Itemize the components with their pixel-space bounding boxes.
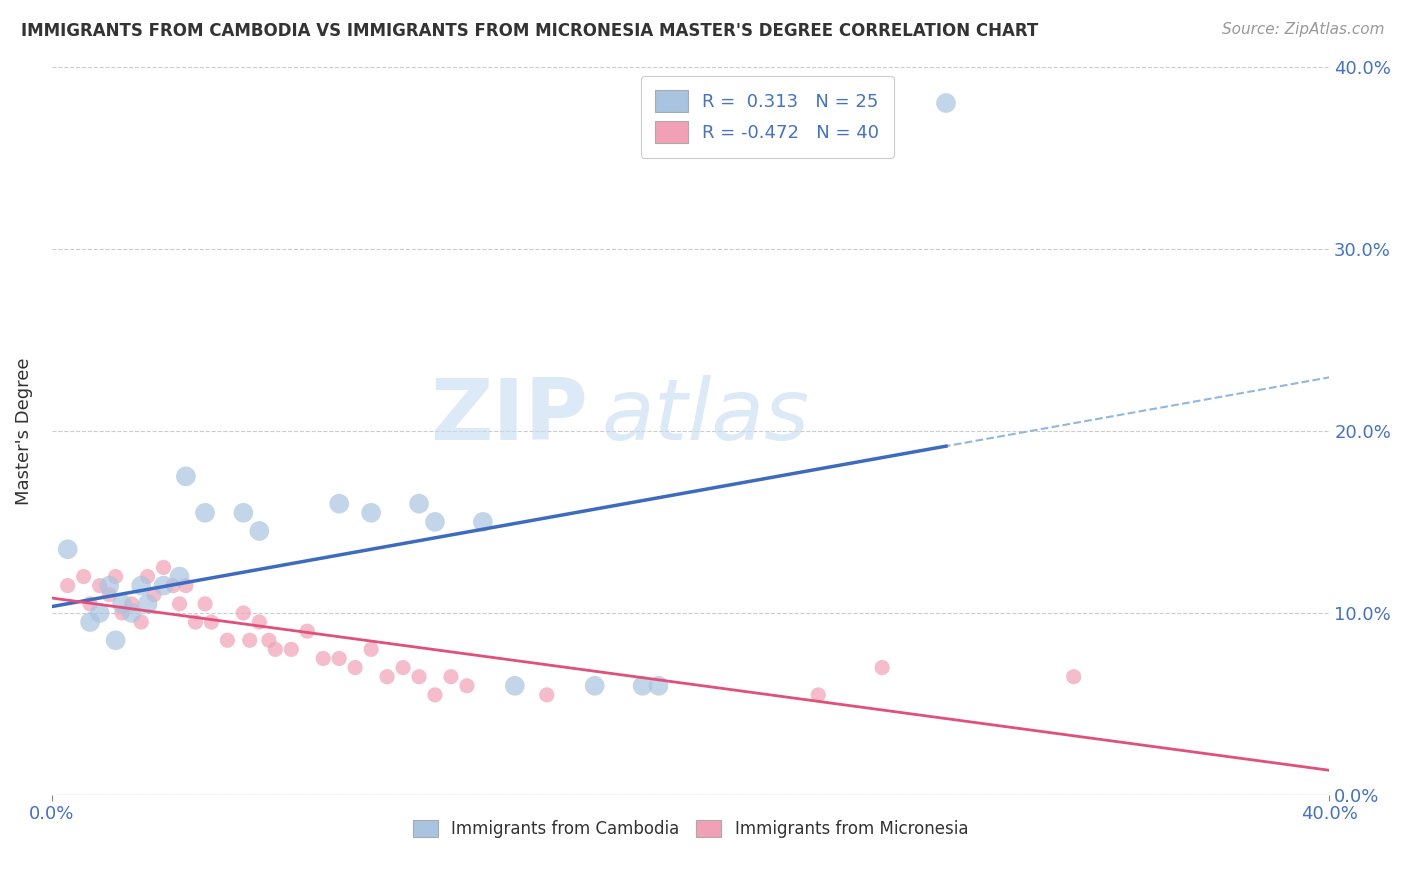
Legend: R =  0.313   N = 25, R = -0.472   N = 40: R = 0.313 N = 25, R = -0.472 N = 40 [641, 76, 894, 158]
Point [184, 615, 207, 629]
Point [328, 497, 350, 511]
Point [344, 660, 367, 674]
Point [194, 597, 217, 611]
Point [136, 597, 159, 611]
Point [56, 579, 79, 593]
Point [312, 651, 335, 665]
Point [935, 95, 957, 110]
Point [264, 642, 287, 657]
Point [162, 579, 184, 593]
Point [456, 679, 478, 693]
Point [174, 469, 197, 483]
Point [142, 588, 165, 602]
Point [121, 597, 143, 611]
Point [807, 688, 830, 702]
Point [583, 679, 606, 693]
Point [174, 579, 197, 593]
Point [111, 606, 134, 620]
Point [98, 588, 121, 602]
Point [217, 633, 239, 648]
Point [129, 579, 152, 593]
Point [257, 633, 280, 648]
Point [408, 670, 430, 684]
Point [89, 606, 111, 620]
Point [631, 679, 654, 693]
Point [121, 606, 143, 620]
Text: IMMIGRANTS FROM CAMBODIA VS IMMIGRANTS FROM MICRONESIA MASTER'S DEGREE CORRELATI: IMMIGRANTS FROM CAMBODIA VS IMMIGRANTS F… [21, 22, 1039, 40]
Point [328, 651, 350, 665]
Text: atlas: atlas [602, 375, 808, 458]
Y-axis label: Master's Degree: Master's Degree [15, 357, 32, 505]
Point [169, 597, 191, 611]
Point [392, 660, 415, 674]
Point [136, 569, 159, 583]
Point [232, 606, 254, 620]
Point [247, 524, 270, 538]
Point [536, 688, 558, 702]
Point [79, 615, 101, 629]
Point [423, 688, 446, 702]
Point [247, 615, 270, 629]
Point [152, 579, 174, 593]
Point [89, 579, 111, 593]
Point [152, 560, 174, 574]
Point [129, 615, 152, 629]
Point [56, 542, 79, 557]
Point [360, 506, 382, 520]
Point [79, 597, 101, 611]
Point [297, 624, 319, 639]
Point [104, 569, 127, 583]
Point [408, 497, 430, 511]
Point [360, 642, 382, 657]
Point [647, 679, 669, 693]
Point [239, 633, 262, 648]
Point [111, 597, 134, 611]
Point [471, 515, 494, 529]
Point [375, 670, 398, 684]
Point [194, 506, 217, 520]
Point [104, 633, 127, 648]
Point [169, 569, 191, 583]
Point [98, 579, 121, 593]
Point [232, 506, 254, 520]
Point [200, 615, 222, 629]
Point [280, 642, 302, 657]
Point [870, 660, 893, 674]
Point [503, 679, 526, 693]
Point [1063, 670, 1085, 684]
Point [73, 569, 96, 583]
Point [440, 670, 463, 684]
Point [423, 515, 446, 529]
Text: Source: ZipAtlas.com: Source: ZipAtlas.com [1222, 22, 1385, 37]
Text: ZIP: ZIP [430, 375, 588, 458]
